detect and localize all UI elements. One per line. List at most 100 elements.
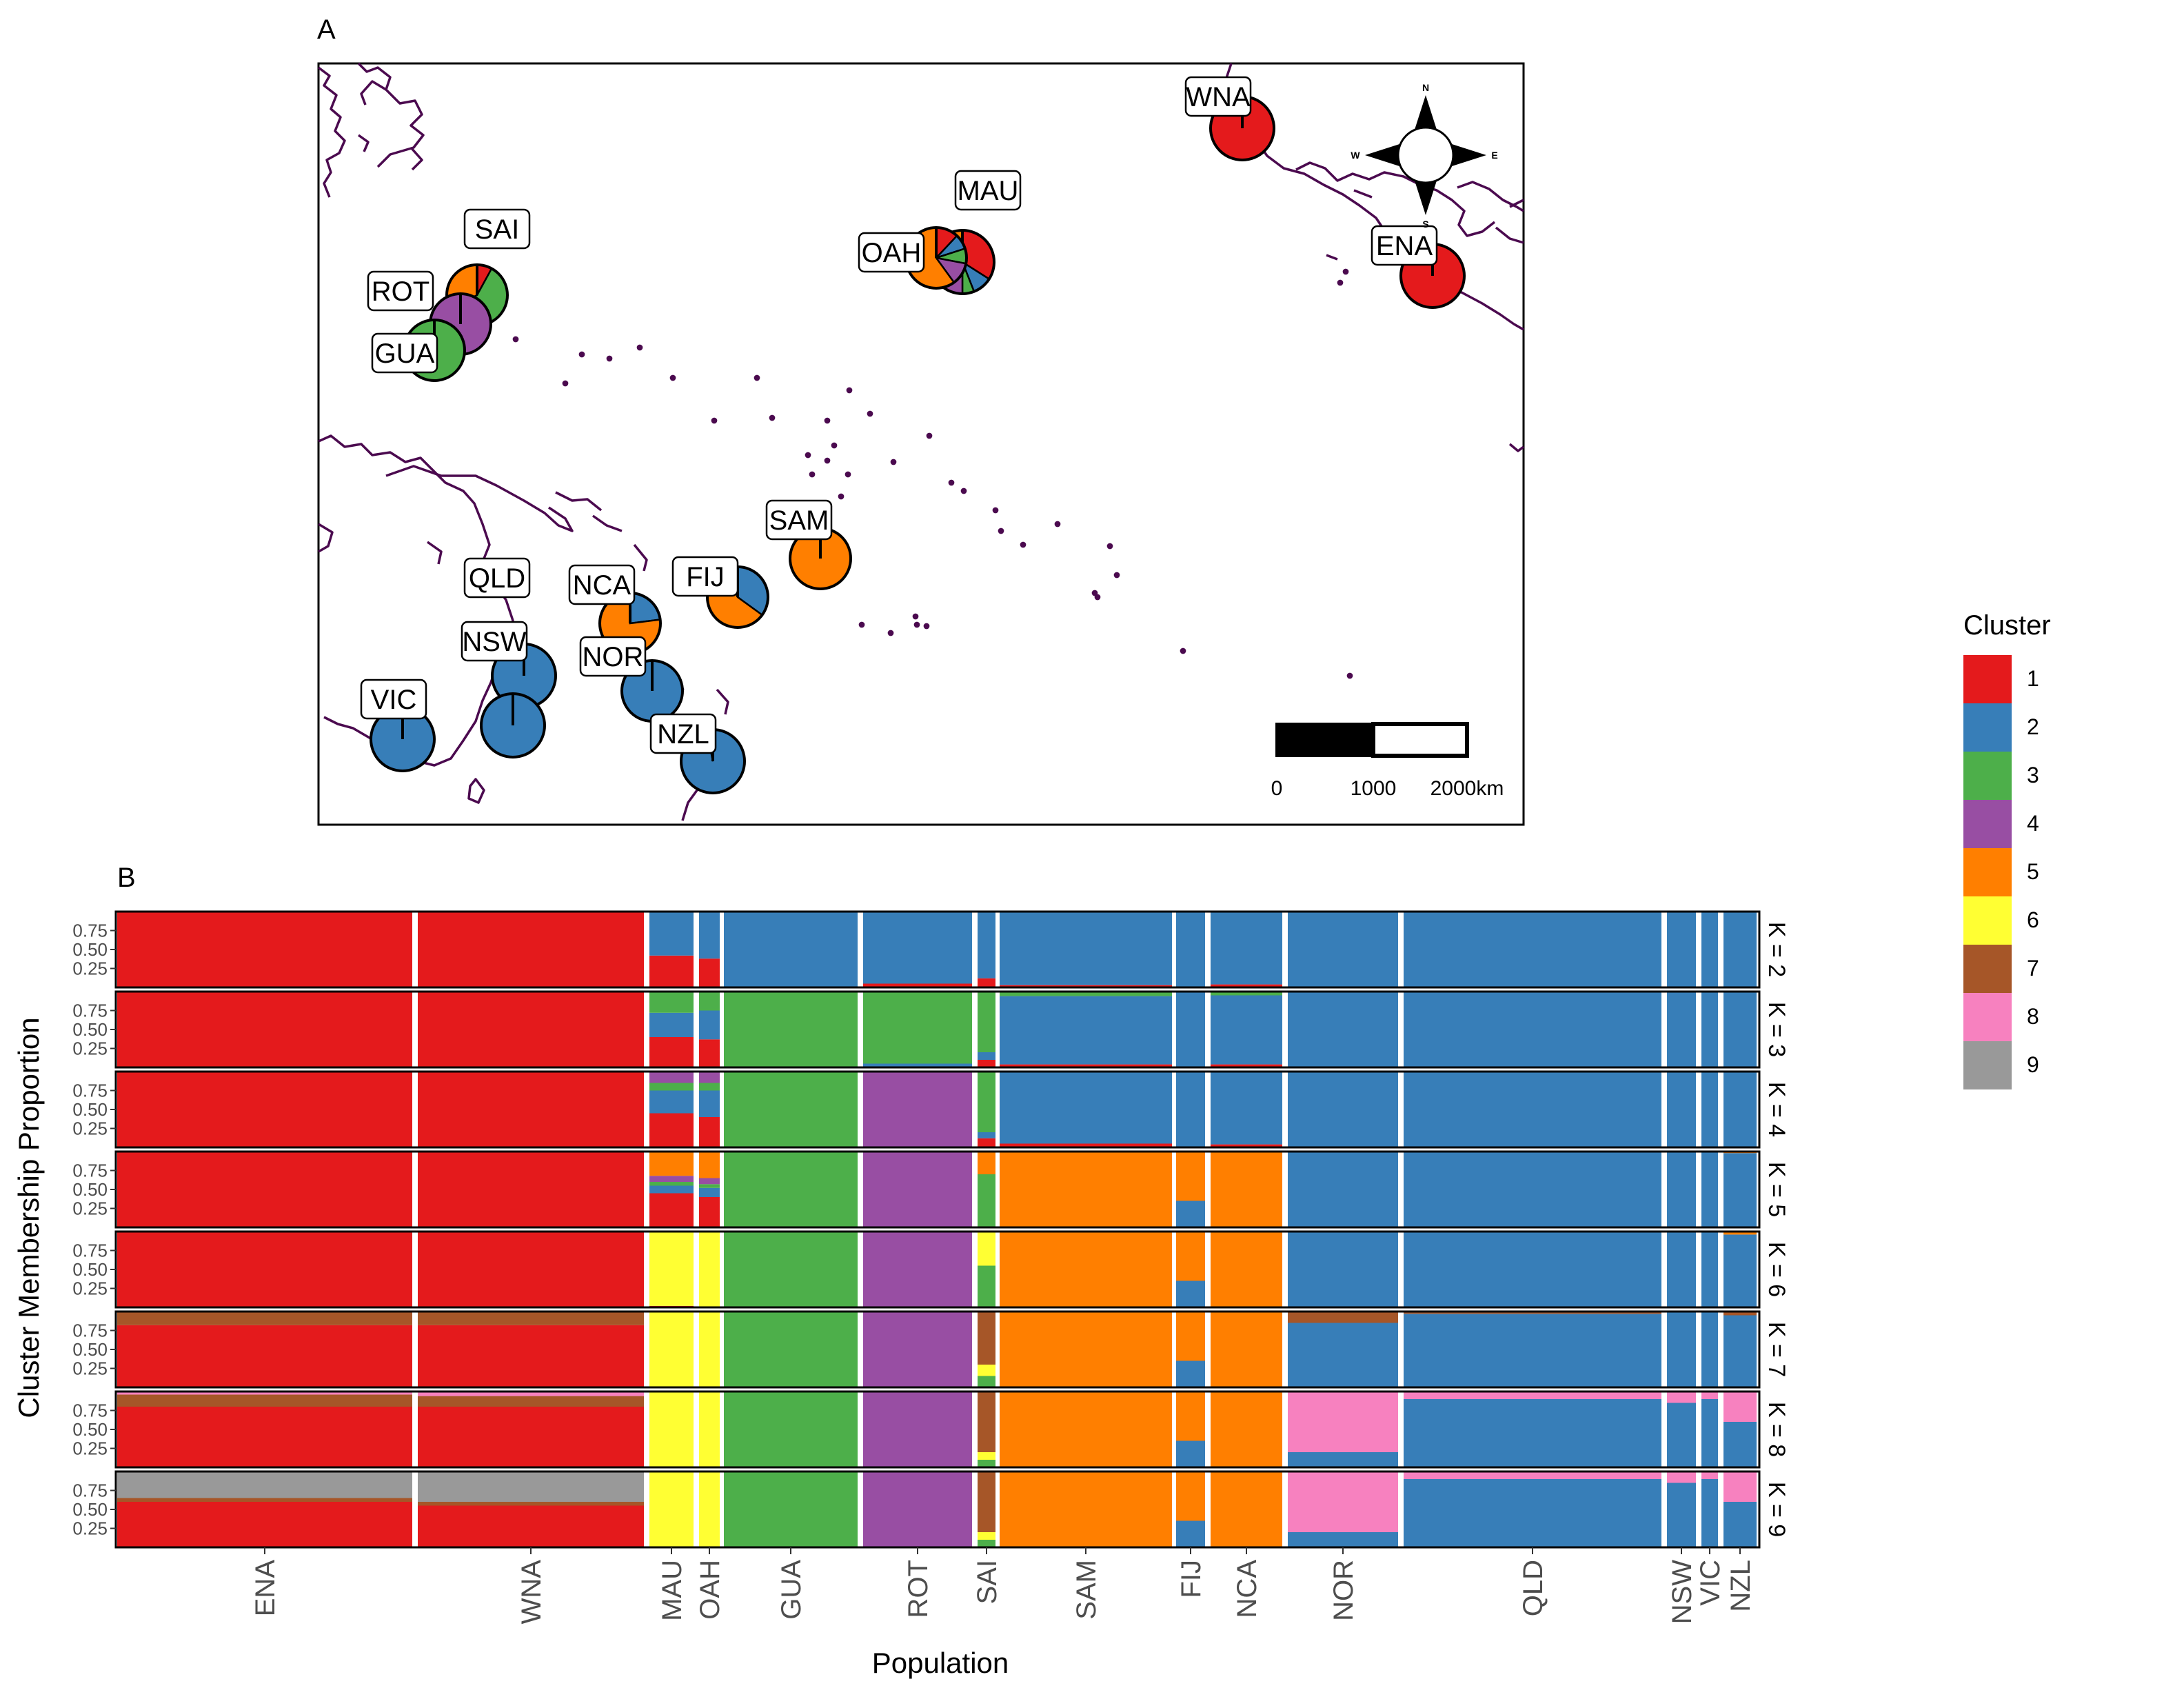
x-tick-label-mau: MAU	[657, 1560, 687, 1621]
y-tick-label: 0.50	[72, 939, 108, 960]
bar-vic-cluster-2	[1701, 1232, 1718, 1307]
panel-a-label: A	[317, 14, 336, 45]
map-label-text: NCA	[573, 570, 631, 601]
y-tick-label: 0.50	[72, 1019, 108, 1040]
island-dot	[845, 471, 851, 478]
bar-nca-cluster-3	[1211, 992, 1282, 996]
bar-fij-cluster-2	[1176, 912, 1205, 987]
bar-oah-cluster-6	[699, 1391, 720, 1467]
bar-mau-cluster-4	[649, 1072, 694, 1083]
island-dot	[578, 351, 585, 358]
bar-mau-cluster-3	[649, 1182, 694, 1186]
bar-oah-cluster-1	[699, 1117, 720, 1147]
coastline-segment	[357, 134, 370, 152]
bar-nca-cluster-5	[1211, 1232, 1282, 1307]
bar-mau-cluster-3	[649, 1083, 694, 1091]
bar-nsw-cluster-2	[1667, 912, 1696, 987]
legend-title: Cluster	[1963, 610, 2051, 641]
bar-ena-cluster-1	[117, 1502, 412, 1547]
map-label-fij: FIJ	[671, 556, 739, 597]
legend-swatch-7	[1963, 945, 2012, 993]
bar-gua-cluster-3	[724, 1471, 858, 1547]
compass-south-arrow	[1415, 181, 1437, 215]
bar-sam-cluster-3	[1000, 992, 1172, 996]
bar-ena-cluster-1	[117, 1407, 412, 1467]
bar-mau-cluster-2	[649, 912, 694, 956]
island-dot	[562, 380, 569, 387]
x-tick-label-gua: GUA	[776, 1560, 807, 1620]
island-dot	[754, 374, 760, 381]
bar-sam-cluster-5	[1000, 1312, 1172, 1387]
legend-label-4: 4	[2027, 811, 2039, 836]
coastline-segment	[1457, 181, 1524, 212]
x-tick-label-sam: SAM	[1071, 1560, 1102, 1620]
coastline-segment	[1295, 161, 1496, 237]
y-tick-label: 0.25	[72, 1118, 108, 1139]
legend-label-8: 8	[2027, 1004, 2039, 1029]
map-label-sam: SAM	[765, 499, 833, 541]
coastline-segment	[716, 688, 729, 715]
bar-sai-cluster-6	[978, 1452, 995, 1460]
bar-wna-cluster-8	[418, 1391, 644, 1396]
legend-swatch-2	[1963, 703, 2012, 752]
coastline-segment	[467, 778, 485, 804]
island-dot	[831, 442, 838, 449]
bar-rot-cluster-1	[863, 983, 972, 987]
bar-rot-cluster-4	[863, 1152, 972, 1227]
coastline-segment	[1508, 443, 1525, 452]
bar-fij-cluster-5	[1176, 1471, 1205, 1521]
island-dot	[1346, 672, 1353, 679]
bar-ena-cluster-7	[117, 1498, 412, 1502]
bar-nor-cluster-2	[1288, 1072, 1398, 1147]
coastline-segment	[426, 541, 443, 565]
island-dot	[824, 457, 831, 464]
map-label-qld: QLD	[463, 557, 531, 599]
bar-mau-cluster-1	[649, 1037, 694, 1067]
map-label-text: OAH	[862, 238, 922, 268]
bar-nsw-cluster-2	[1667, 1072, 1696, 1147]
legend-label-5: 5	[2027, 859, 2039, 884]
coastline-segment	[555, 491, 603, 512]
bar-oah-cluster-5	[699, 1152, 720, 1178]
bar-wna-cluster-7	[418, 1502, 644, 1506]
legend-label-7: 7	[2027, 956, 2039, 981]
bar-sai-cluster-1	[978, 1138, 995, 1147]
bar-ena-cluster-9	[117, 1471, 412, 1498]
bar-oah-cluster-1	[699, 1039, 720, 1067]
bar-ena-cluster-1	[117, 1232, 412, 1307]
bar-sam-cluster-2	[1000, 912, 1172, 985]
y-axis-title: Cluster Membership Proportion	[12, 1017, 45, 1418]
bar-rot-cluster-3	[863, 992, 972, 1064]
y-tick-label: 0.75	[72, 921, 108, 941]
compass-north-arrow	[1415, 95, 1437, 130]
island-dot	[926, 432, 933, 439]
bar-qld-cluster-8	[1404, 1391, 1661, 1399]
coastline-segment	[317, 66, 346, 198]
x-axis-title: Population	[872, 1647, 1009, 1679]
map-label-text: NZL	[657, 719, 709, 750]
y-tick-label: 0.50	[72, 1499, 108, 1520]
bar-qld-cluster-2	[1404, 1152, 1661, 1227]
bar-nor-cluster-2	[1288, 1532, 1398, 1547]
y-tick-label: 0.75	[72, 1001, 108, 1021]
bar-wna-cluster-1	[418, 1505, 644, 1547]
map-label-nzl: NZL	[649, 713, 717, 754]
bar-sai-cluster-3	[978, 1460, 995, 1467]
y-tick-label: 0.25	[72, 1038, 108, 1059]
y-tick-label: 0.75	[72, 1320, 108, 1341]
bar-vic-cluster-2	[1701, 1399, 1718, 1467]
bar-gua-cluster-3	[724, 1152, 858, 1227]
bar-nzl-cluster-2	[1723, 992, 1757, 1067]
island-dot	[913, 621, 920, 628]
scale-tick-2000: 2000km	[1430, 777, 1504, 800]
bar-qld-cluster-2	[1404, 1314, 1661, 1387]
bar-sai-cluster-7	[978, 1312, 995, 1365]
coastline-segment	[1326, 254, 1338, 261]
bar-nsw-cluster-2	[1667, 1232, 1696, 1307]
legend-swatch-6	[1963, 896, 2012, 945]
bar-mau-cluster-1	[649, 1193, 694, 1227]
bar-nsw-cluster-2	[1667, 1312, 1696, 1387]
bar-gua-cluster-3	[724, 1232, 858, 1307]
map-label-oah: OAH	[858, 232, 925, 273]
